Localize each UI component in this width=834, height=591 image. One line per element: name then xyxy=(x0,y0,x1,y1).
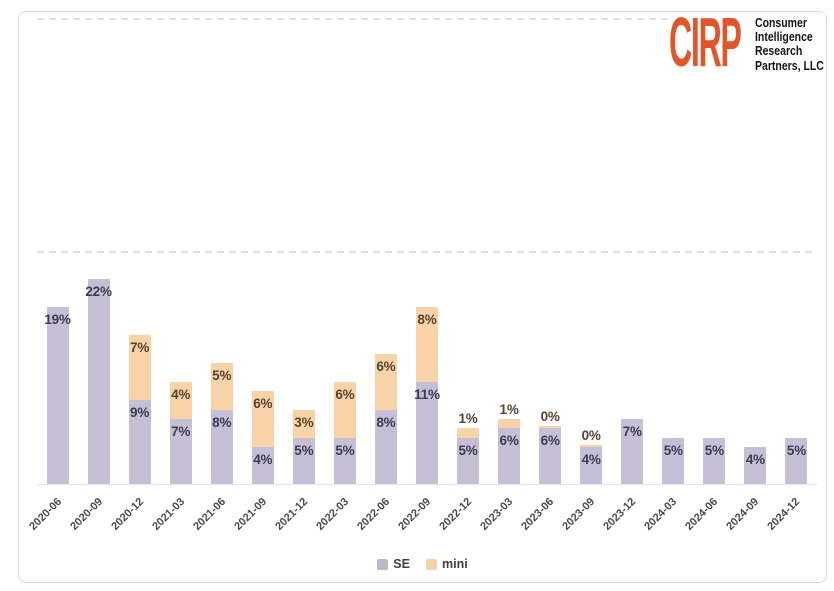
se-segment-2023-03 xyxy=(498,428,521,484)
mini-segment-2023-03 xyxy=(498,418,521,429)
mini-segment-2021-12 xyxy=(292,409,315,438)
se-segment-2021-09 xyxy=(251,446,274,484)
mini-segment-2021-03 xyxy=(169,381,192,419)
logo-text: Consumer Intelligence Research Partners,… xyxy=(755,16,834,73)
se-value-label: 19% xyxy=(44,312,71,328)
mini-segment-2023-06 xyxy=(539,426,562,429)
se-segment-2024-09 xyxy=(744,446,767,484)
gridline-25pct xyxy=(37,251,817,253)
mini-value-label: 6% xyxy=(376,358,396,374)
mini-value-label: 1% xyxy=(458,411,478,427)
legend-swatch-mini xyxy=(425,558,437,570)
se-value-label: 11% xyxy=(414,386,440,402)
mini-segment-2020-12 xyxy=(128,335,151,401)
se-segment-2023-09 xyxy=(580,446,603,484)
se-segment-2023-12 xyxy=(621,418,644,484)
se-segment-2021-03 xyxy=(169,418,192,484)
gridline-50pct xyxy=(37,18,817,20)
legend-label: SE xyxy=(393,557,410,571)
legend-item-se: SE xyxy=(377,557,410,571)
mini-value-label: 3% xyxy=(294,414,314,430)
mini-segment-2022-09 xyxy=(416,307,438,382)
se-segment-2022-06 xyxy=(374,409,397,484)
se-value-label: 7% xyxy=(171,423,191,439)
se-value-label: 8% xyxy=(212,414,232,430)
mini-segment-2021-06 xyxy=(210,363,233,410)
se-value-label: 9% xyxy=(130,405,150,421)
se-segment-2024-03 xyxy=(662,437,685,484)
logo-abbr: CIRP xyxy=(669,3,742,81)
se-value-label: 7% xyxy=(622,423,642,439)
se-segment-2022-03 xyxy=(333,437,356,484)
se-value-label: 5% xyxy=(458,442,478,458)
se-value-label: 5% xyxy=(294,442,314,458)
logo-line: Intelligence xyxy=(755,30,813,45)
se-segment-2022-09 xyxy=(416,381,438,484)
mini-value-label: 8% xyxy=(417,312,437,328)
se-value-label: 22% xyxy=(85,284,112,300)
logo-line: Consumer xyxy=(755,16,807,30)
se-segment-2020-12 xyxy=(128,400,151,484)
mini-value-label: 7% xyxy=(130,340,150,356)
se-segment-2020-06 xyxy=(46,307,69,484)
legend: SE mini xyxy=(19,557,826,571)
se-value-label: 5% xyxy=(335,442,355,458)
se-segment-2021-12 xyxy=(292,437,315,484)
legend-item-mini: mini xyxy=(425,557,468,571)
se-value-label: 4% xyxy=(745,451,765,467)
mini-value-label: 0% xyxy=(540,409,560,425)
mini-value-label: 1% xyxy=(499,401,519,417)
legend-swatch-se xyxy=(377,558,389,570)
se-segment-2021-06 xyxy=(210,409,233,484)
se-segment-2023-06 xyxy=(539,428,562,484)
se-value-label: 8% xyxy=(376,414,396,430)
mini-value-label: 6% xyxy=(253,396,273,411)
mini-segment-2022-06 xyxy=(374,353,397,410)
se-value-label: 6% xyxy=(540,433,560,449)
mini-value-label: 6% xyxy=(335,386,355,402)
se-value-label: 4% xyxy=(253,451,273,467)
logo-line: Partners, LLC xyxy=(755,58,824,73)
legend-label: mini xyxy=(441,557,468,571)
se-segment-2020-09 xyxy=(87,279,110,484)
se-segment-2024-06 xyxy=(703,437,726,484)
cirp-logo: CIRP Consumer Intelligence Research Part… xyxy=(669,7,825,77)
se-value-label: 5% xyxy=(786,442,807,458)
se-value-label: 6% xyxy=(499,433,519,449)
mini-segment-2022-03 xyxy=(333,381,356,438)
se-segment-2022-12 xyxy=(457,437,480,484)
logo-line: Research xyxy=(755,44,803,59)
se-segment-2024-12 xyxy=(785,437,808,484)
se-value-label: 4% xyxy=(581,451,601,467)
mini-value-label: 5% xyxy=(212,368,232,384)
mini-segment-2022-12 xyxy=(457,428,480,438)
mini-segment-2021-09 xyxy=(251,391,274,447)
mini-segment-2023-09 xyxy=(580,444,603,447)
se-value-label: 5% xyxy=(663,442,683,458)
plot-area: 19% 22% 9% 7% 7% 4% 8% 5% 4% 6% 5% 3% 5% 6% 8% 6% 11% 8% 5… xyxy=(37,19,817,484)
se-value-label: 5% xyxy=(704,442,724,458)
x-axis-line xyxy=(37,484,817,485)
mini-value-label: 4% xyxy=(171,386,191,402)
mini-value-label: 0% xyxy=(581,427,601,443)
chart-card: 19% 22% 9% 7% 7% 4% 8% 5% 4% 6% 5% 3% 5% 6% 8% 6% 11% 8% 5… xyxy=(18,7,827,583)
